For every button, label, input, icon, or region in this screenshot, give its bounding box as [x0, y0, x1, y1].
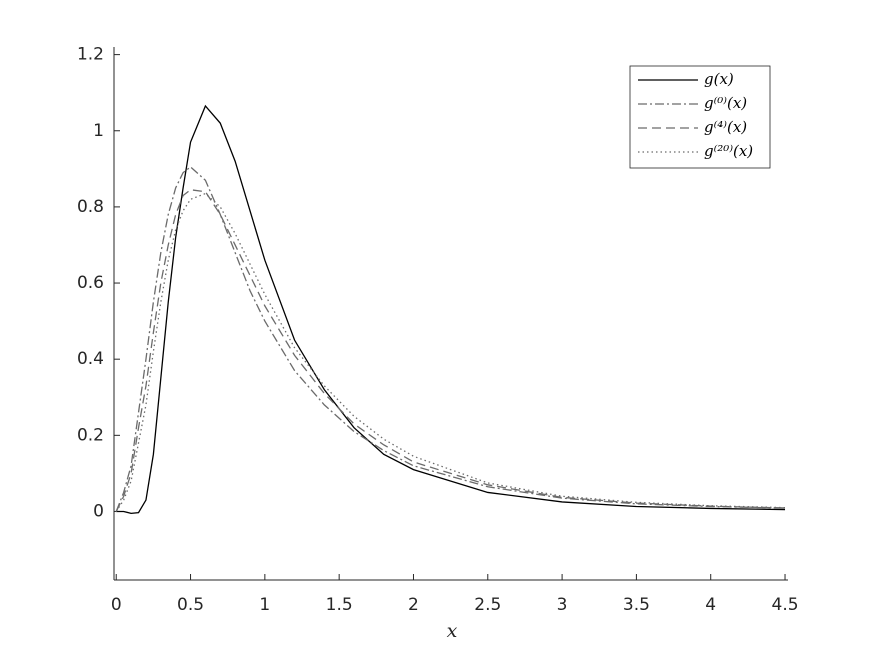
- x-axis-label: x: [447, 620, 458, 642]
- x-tick-label: 1.5: [326, 595, 353, 615]
- y-tick-label: 0.6: [77, 273, 104, 293]
- y-tick-label: 0: [93, 501, 104, 521]
- y-tick-label: 0.8: [77, 197, 104, 217]
- y-tick-label: 0.4: [77, 349, 104, 369]
- legend-label: g⁽⁰⁾(x): [704, 94, 747, 112]
- series-line: [116, 104, 786, 515]
- x-tick-label: 3: [557, 595, 568, 615]
- x-tick-label: 1: [259, 595, 270, 615]
- y-tick-label: 1: [93, 121, 104, 141]
- y-tick-label: 0.2: [77, 425, 104, 445]
- legend-label: g⁽⁴⁾(x): [704, 118, 747, 136]
- x-tick-label: 4: [705, 595, 716, 615]
- legend-box: [629, 65, 771, 169]
- x-tick-label: 0: [111, 595, 122, 615]
- series-line: [115, 166, 786, 512]
- series-line: [115, 189, 786, 512]
- y-tick-label: 1.2: [77, 45, 104, 65]
- x-tick-label: 3.5: [623, 595, 650, 615]
- series-line: [115, 192, 786, 512]
- x-tick-label: 0.5: [177, 595, 204, 615]
- x-tick-label: 4.5: [772, 595, 799, 615]
- legend-label: g(x): [704, 70, 734, 88]
- x-tick-label: 2: [408, 595, 419, 615]
- x-tick-label: 2.5: [474, 595, 501, 615]
- legend-label: g⁽²⁰⁾(x): [704, 142, 753, 160]
